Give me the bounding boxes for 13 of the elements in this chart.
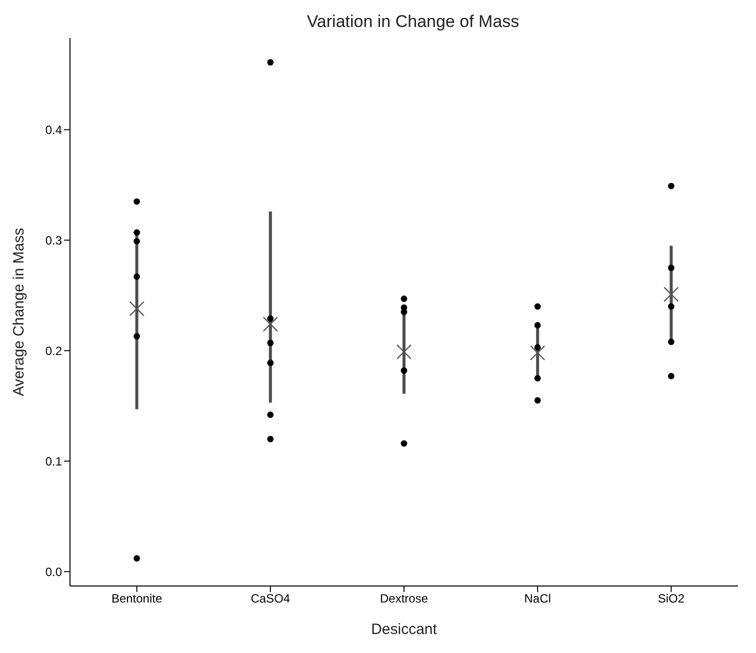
y-tick-label: 0.1 <box>45 454 62 468</box>
x-tick-label: CaSO4 <box>250 592 290 606</box>
y-tick-label: 0.3 <box>45 233 62 248</box>
x-tick-label: SiO2 <box>658 592 685 606</box>
x-tick-label: Dextrose <box>380 592 428 606</box>
y-axis-title: Average Change in Mass <box>10 228 28 396</box>
x-tick-label: Bentonite <box>111 592 162 606</box>
x-axis-title: Desiccant <box>371 621 438 638</box>
chart-title: Variation in Change of Mass <box>306 12 520 32</box>
y-tick-label: 0.2 <box>45 344 62 358</box>
y-tick-label: 0.4 <box>45 122 62 137</box>
x-tick-label: NaCl <box>524 592 551 606</box>
y-tick-label: 0.0 <box>45 564 62 579</box>
